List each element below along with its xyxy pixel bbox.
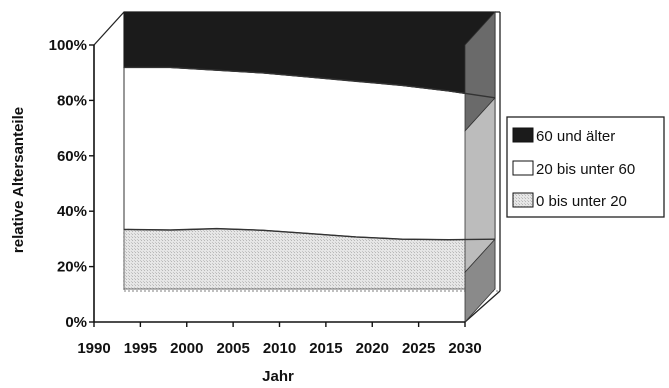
x-tick-label: 2010 (263, 340, 296, 357)
legend-swatch-60-und-aelter (512, 127, 534, 143)
y-tick-label: 0% (65, 314, 87, 331)
x-ticks: 1990 1995 2000 2005 2010 2015 2020 2025 2030 (77, 322, 482, 357)
x-axis-title: Jahr (262, 368, 294, 385)
legend-label: 60 und älter (536, 128, 615, 145)
series-boundary-line (123, 227, 496, 241)
series-layer (123, 10, 496, 324)
legend-item: 60 und älter (512, 127, 615, 145)
y-tick-label: 40% (57, 203, 87, 220)
x-tick-label: 2015 (309, 340, 342, 357)
x-tick-label: 2005 (216, 340, 249, 357)
x-tick-label: 2000 (170, 340, 203, 357)
x-tick-label: 2030 (448, 340, 481, 357)
y-tick-label: 20% (57, 259, 87, 276)
y-tick-label: 80% (57, 92, 87, 109)
y-ticks: 0% 20% 40% 60% 80% 100% (49, 37, 94, 331)
legend: 60 und älter 20 bis unter 60 0 bis unter… (506, 116, 665, 218)
y-tick-label: 60% (57, 148, 87, 165)
area-band-20-bis-unter-60 (123, 66, 496, 241)
y-tick-label: 100% (49, 37, 87, 54)
legend-label: 0 bis unter 20 (536, 193, 627, 210)
legend-swatch-0-bis-unter-20 (512, 192, 534, 208)
legend-swatch-20-bis-unter-60 (512, 160, 534, 176)
series-boundary-line (124, 66, 496, 99)
y-axis-title: relative Altersanteile (10, 107, 27, 253)
x-tick-label: 1995 (124, 340, 157, 357)
legend-item: 0 bis unter 20 (512, 192, 627, 210)
depth-edge-bottom-right (464, 290, 501, 323)
x-tick-label: 1990 (77, 340, 110, 357)
depth-edge-top-left (93, 11, 125, 46)
x-tick-label: 2025 (402, 340, 435, 357)
x-tick-label: 2020 (356, 340, 389, 357)
legend-item: 20 bis unter 60 (512, 160, 635, 178)
legend-label: 20 bis unter 60 (536, 161, 635, 178)
